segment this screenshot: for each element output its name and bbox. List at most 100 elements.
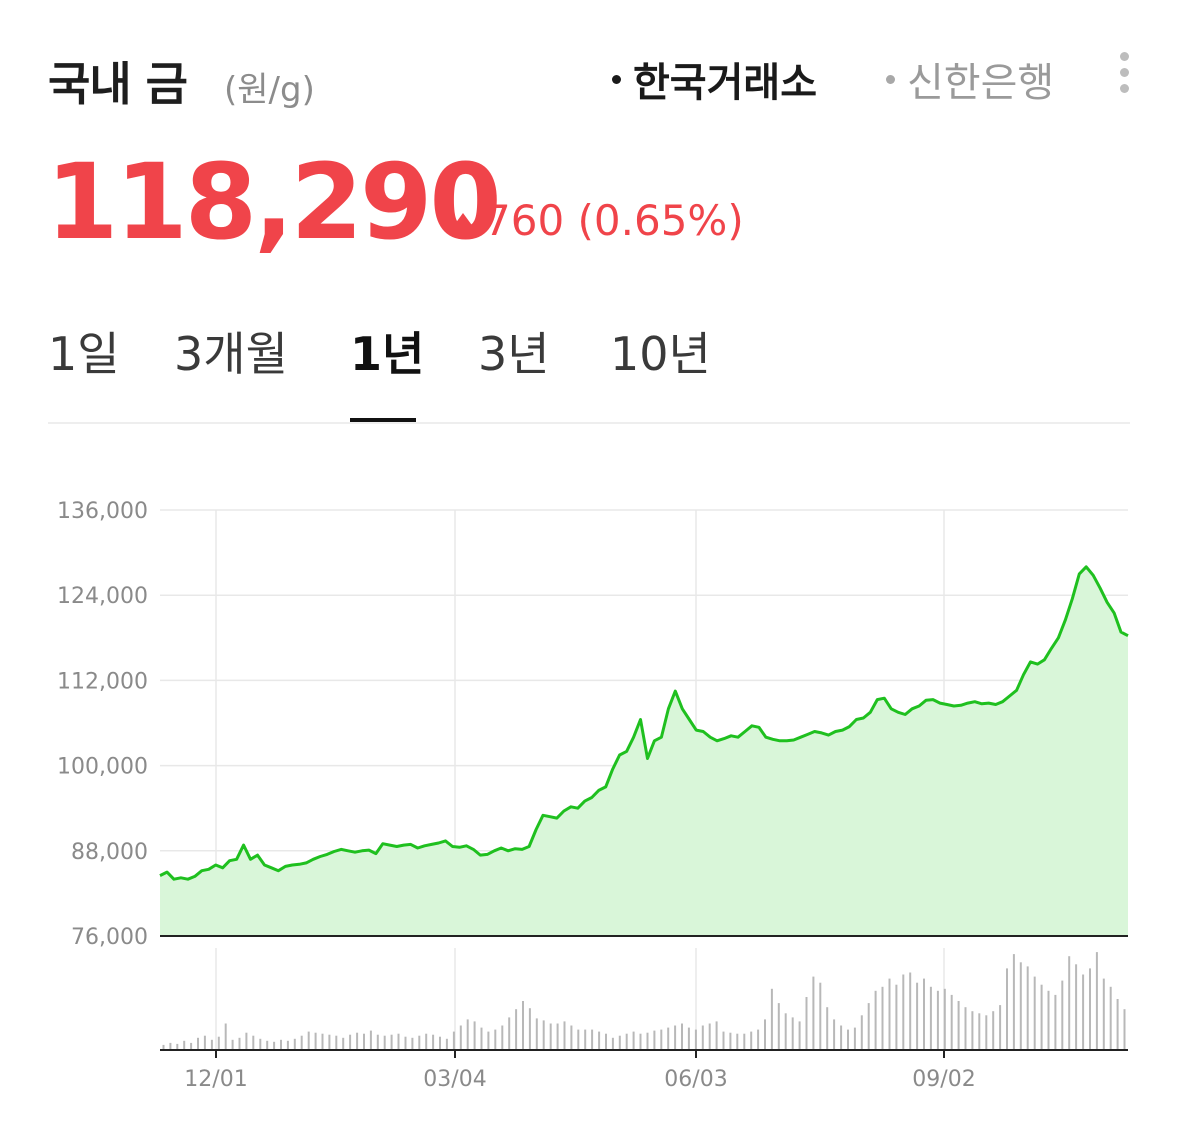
volume-bar [466,1019,469,1050]
volume-bar [784,1013,787,1050]
volume-bar [999,1005,1002,1050]
source-tab-shinhan[interactable]: 신한은행 [886,50,1054,108]
volume-bar [653,1030,656,1050]
volume-bars [162,952,1126,1050]
volume-bar [971,1011,974,1050]
volume-bar [390,1034,393,1050]
volume-bar [646,1032,649,1050]
volume-bar [687,1027,690,1050]
volume-bar [245,1032,248,1050]
volume-bar [570,1025,573,1050]
tab-3y[interactable]: 3년 [478,327,550,381]
volume-bar [335,1035,338,1050]
more-vertical-icon[interactable] [1120,52,1132,93]
volume-bar [549,1023,552,1050]
volume-bar [217,1036,220,1050]
volume-bar [1006,968,1008,1050]
volume-bar [950,994,953,1050]
volume-bar [833,1019,836,1050]
volume-bar [342,1037,345,1050]
volume-bar [1089,968,1091,1050]
volume-bar [515,1009,518,1050]
volume-bar [584,1029,587,1050]
volume-bar [259,1038,262,1050]
header: 국내 금 (원/g) 한국거래소 신한은행 [48,40,1138,120]
price-line [159,565,1129,881]
volume-bar [563,1021,566,1050]
volume-bar [736,1033,739,1050]
volume-bar [964,1007,967,1050]
volume-bar [1033,976,1036,1050]
tab-1y[interactable]: 1년 [350,327,425,381]
volume-bar [777,1003,780,1050]
volume-bar [169,1042,172,1050]
inactive-dot-icon [886,74,895,84]
volume-bar [231,1039,234,1050]
volume-bar [1095,952,1098,1050]
tab-3m[interactable]: 3개월 [174,327,288,381]
source-label: 신한은행 [907,60,1055,106]
page-title: 국내 금 [48,57,188,111]
volume-bar [363,1033,365,1050]
volume-bar [1040,984,1043,1050]
volume-bar [252,1035,255,1050]
volume-bar [667,1027,670,1050]
volume-bar [1047,990,1050,1050]
volume-bar [694,1029,697,1050]
volume-bar [770,988,773,1050]
tab-10y[interactable]: 10년 [610,327,711,381]
volume-bar [632,1031,635,1050]
volume-bar [556,1023,559,1050]
volume-bar [1082,974,1085,1050]
unit-label: (원/g) [224,70,315,110]
volume-bar [425,1033,428,1050]
volume-bar [542,1020,545,1050]
volume-bar [764,1019,766,1050]
volume-bar [501,1025,504,1050]
source-label: 한국거래소 [633,60,817,106]
tab-1d[interactable]: 1일 [48,327,120,381]
volume-bar [681,1023,683,1050]
volume-bar [902,974,905,1050]
source-tab-krx[interactable]: 한국거래소 [612,50,817,108]
volume-bar [639,1033,642,1050]
volume-bar [798,1021,801,1050]
volume-bar [847,1029,849,1050]
x-tick-label: 09/02 [912,1067,975,1092]
volume-bar [743,1033,746,1050]
volume-bar [598,1031,601,1050]
volume-bar [432,1034,435,1050]
volume-bar [916,982,919,1050]
volume-bar [445,1038,448,1050]
volume-bar [321,1033,324,1050]
volume-bar [729,1032,732,1050]
current-price: 118,290 [46,141,502,263]
volume-bar [1116,999,1119,1050]
volume-bar [909,972,912,1050]
volume-bar [383,1035,386,1050]
volume-bar [397,1033,400,1050]
volume-bar [936,990,939,1050]
volume-bar [853,1027,856,1050]
volume-bar [266,1040,269,1050]
volume-bar [494,1029,497,1050]
volume-bar [535,1018,538,1050]
x-tick-label: 03/04 [423,1067,486,1092]
volume-bar [280,1039,282,1050]
volume-bar [1026,966,1029,1050]
volume-bar [819,982,822,1050]
volume-bar [860,1015,863,1050]
volume-bar [791,1017,794,1050]
volume-bar [273,1041,276,1050]
volume-bar [473,1021,476,1050]
volume-bar [508,1017,511,1050]
volume-bar [992,1011,995,1050]
volume-bar [1109,986,1112,1050]
volume-bar [618,1035,621,1050]
volume-bar [459,1025,462,1050]
volume-bar [750,1031,753,1050]
volume-bar [805,997,808,1050]
volume-bar [487,1031,490,1050]
volume-bar [1019,962,1022,1050]
volume-bar [923,978,925,1050]
